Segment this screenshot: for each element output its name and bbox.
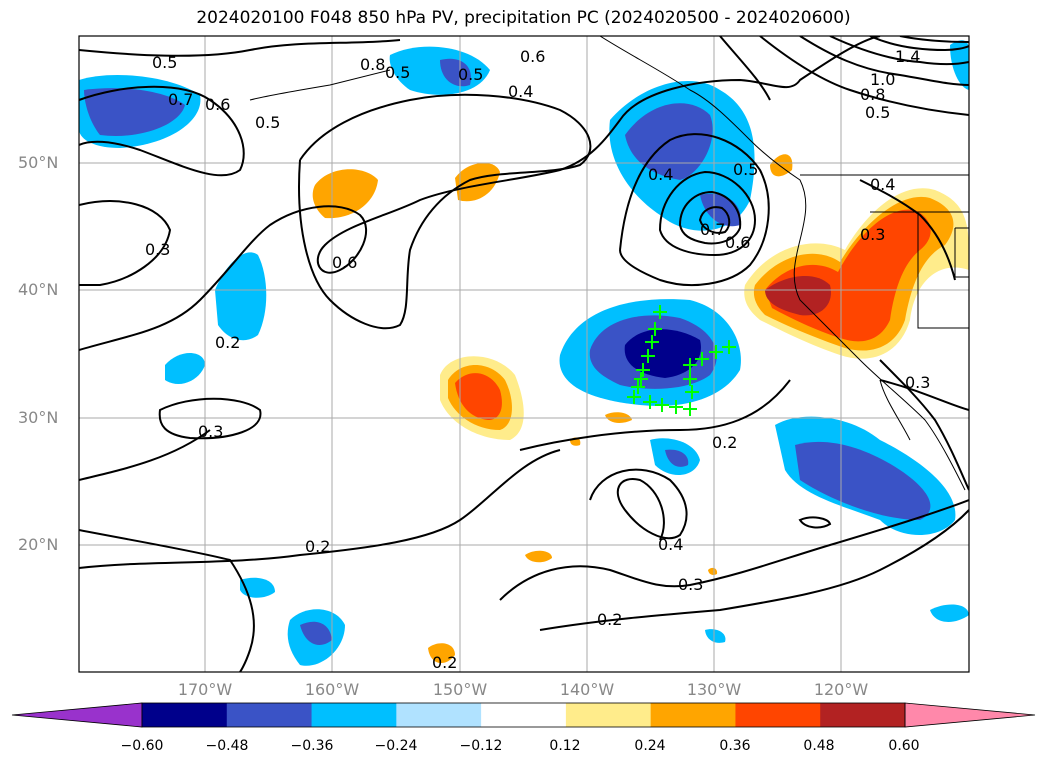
- lat-label: 20°N: [18, 535, 59, 554]
- colorbar-cell: [650, 703, 736, 727]
- contour-label: 0.5: [865, 103, 890, 122]
- colorbar-cell: [820, 703, 906, 727]
- contour-label: 1.0: [870, 70, 895, 89]
- colorbar-cell: [311, 703, 397, 727]
- contour-label: 1.4: [895, 47, 920, 66]
- contour-label: 0.3: [860, 225, 885, 244]
- map-title: 2024020100 F048 850 hPa PV, precipitatio…: [196, 8, 851, 28]
- contour-label: 0.2: [597, 610, 622, 629]
- colorbar-tick: 0.36: [719, 738, 751, 754]
- contour-label: 0.4: [508, 82, 533, 101]
- colorbar-extend-low: [11, 702, 143, 728]
- contour-label: 0.2: [215, 333, 240, 352]
- contour-label: 0.7: [168, 90, 193, 109]
- contour-label: 0.5: [733, 160, 758, 179]
- contour-label: 0.5: [152, 53, 177, 72]
- contour-label: 0.8: [860, 85, 885, 104]
- contour-label: 0.4: [870, 175, 895, 194]
- colorbar-tick: 0.12: [549, 738, 581, 754]
- contour-label: 0.6: [205, 95, 230, 114]
- colorbar-frame: [141, 702, 906, 728]
- map-frame: [78, 35, 970, 673]
- graticule: [79, 36, 969, 672]
- colorbar-cell: [565, 703, 652, 727]
- contour-label: 0.5: [385, 63, 410, 82]
- contour-label: 0.8: [360, 55, 385, 74]
- contour-label: 0.2: [305, 537, 330, 556]
- colorbar-cell: [735, 703, 821, 727]
- contour-label: 0.5: [458, 65, 483, 84]
- contour-label: 0.3: [678, 575, 703, 594]
- lon-label: 120°W: [813, 680, 869, 699]
- contour-label: 0.5: [255, 113, 280, 132]
- contour-label: 0.6: [520, 47, 545, 66]
- contour-label: 0.4: [658, 535, 683, 554]
- lon-label: 160°W: [304, 680, 360, 699]
- lat-label: 30°N: [18, 408, 59, 427]
- contour-label: 0.3: [145, 240, 170, 259]
- contour-label: 0.6: [332, 253, 357, 272]
- colorbar-tick: 0.48: [803, 738, 835, 754]
- lat-label: 50°N: [18, 153, 59, 172]
- contour-label: 0.3: [198, 422, 223, 441]
- colorbar-cell: [396, 703, 482, 727]
- colorbar-extend-high: [904, 702, 1036, 728]
- contour-label: 0.2: [712, 433, 737, 452]
- lon-label: 170°W: [177, 680, 233, 699]
- contour-label: 0.6: [725, 233, 750, 252]
- colorbar-tick: −0.60: [120, 738, 164, 754]
- lon-label: 140°W: [559, 680, 615, 699]
- lon-label: 150°W: [432, 680, 488, 699]
- colorbar-tick: 0.24: [634, 738, 666, 754]
- colorbar-tick: −0.48: [205, 738, 249, 754]
- colorbar-cell: [481, 703, 567, 727]
- colorbar-tick: −0.12: [459, 738, 503, 754]
- contour-label: 0.4: [648, 165, 673, 184]
- lon-label: 130°W: [686, 680, 742, 699]
- coastlines: [249, 36, 969, 491]
- colorbar: [11, 702, 1036, 728]
- contour-label: 0.2: [432, 653, 457, 672]
- colorbar-tick: 0.60: [888, 738, 920, 754]
- contour-label: 0.3: [905, 373, 930, 392]
- lat-label: 40°N: [18, 280, 59, 299]
- positive-precip-areas: [312, 154, 969, 664]
- pv-contours: [79, 36, 969, 672]
- colorbar-cell: [142, 703, 228, 727]
- contour-label: 0.7: [700, 220, 725, 239]
- colorbar-tick: −0.24: [374, 738, 418, 754]
- colorbar-tick: −0.36: [290, 738, 334, 754]
- colorbar-cell: [226, 703, 313, 727]
- contour-labels: 0.5 0.7 0.6 0.5 0.8 0.5 0.5 0.6 0.4 0.4 …: [145, 47, 930, 672]
- weather-map: 0.5 0.7 0.6 0.5 0.8 0.5 0.5 0.6 0.4 0.4 …: [78, 35, 970, 673]
- observation-markers: [627, 305, 736, 416]
